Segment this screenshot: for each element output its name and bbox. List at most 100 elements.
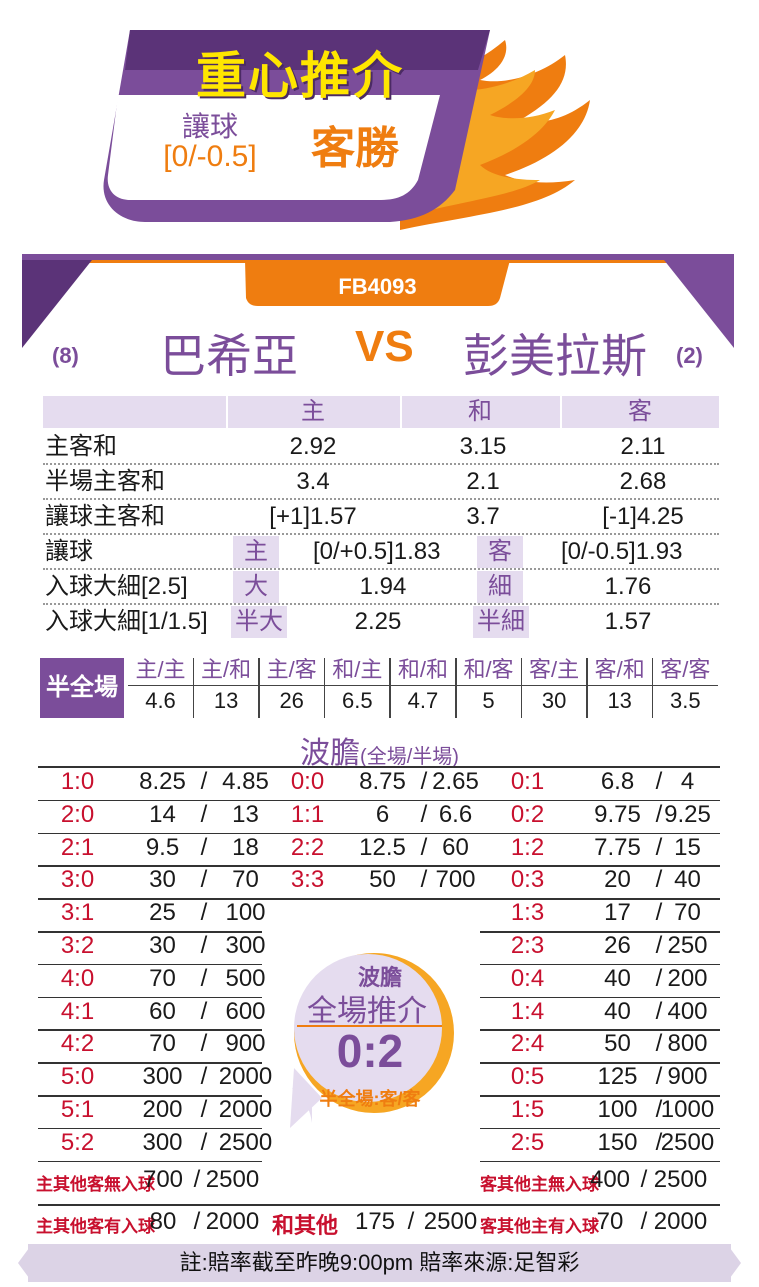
- divider: [389, 658, 391, 718]
- score-full-odds: 60: [149, 997, 176, 1025]
- score-half-odds: 2500: [660, 1128, 715, 1156]
- row-divider: [38, 1095, 262, 1097]
- row-divider: [480, 931, 720, 933]
- score-full-odds: 14: [149, 800, 176, 828]
- score-label: 2:5: [510, 1128, 545, 1156]
- vs-label: VS: [355, 322, 414, 371]
- match-code: FB4093: [338, 274, 417, 299]
- separator: /: [407, 1208, 415, 1235]
- odds-row: 讓球主客和 [+1]1.57 3.7 [-1]4.25: [43, 500, 719, 535]
- divider: [651, 658, 654, 718]
- half-full-outcome: 主/主: [135, 657, 186, 682]
- half-under-odds: 1.57: [604, 608, 652, 635]
- row-divider: [480, 832, 720, 835]
- home-tag: 主: [233, 536, 279, 568]
- row-divider: [480, 1127, 720, 1130]
- separator: /: [655, 1128, 663, 1156]
- away-rank: (2): [676, 343, 703, 368]
- separator: /: [655, 866, 663, 894]
- separator: /: [193, 1166, 201, 1193]
- draw-odds: 3.15: [459, 433, 507, 460]
- half-over-tag: 半大: [231, 606, 287, 638]
- match-header-bg: [22, 254, 734, 348]
- goals-row: 入球大細[2.5] 大 1.94 細 1.76: [43, 570, 719, 605]
- score-full-odds: 40: [604, 964, 631, 992]
- home-odds: 2.92: [289, 433, 337, 460]
- other-full-odds: 400: [589, 1166, 631, 1193]
- half-over-odds: 2.25: [354, 608, 402, 635]
- correct-score-heading: 波膽: [300, 737, 361, 770]
- divider: [455, 658, 457, 718]
- row-divider: [38, 1029, 262, 1031]
- score-label: 1:5: [510, 1096, 545, 1123]
- row-divider: [480, 996, 720, 999]
- score-label: 1:0: [60, 768, 95, 795]
- separator: /: [640, 1208, 648, 1235]
- separator: /: [193, 1208, 201, 1235]
- under-tag: 細: [477, 571, 523, 603]
- row-divider: [38, 832, 262, 835]
- score-full-odds: 300: [142, 1063, 183, 1091]
- recommend-half-full: 半全場:客/客: [319, 1089, 421, 1109]
- score-label: 5:1: [60, 1096, 95, 1123]
- score-full-odds: 70: [149, 964, 176, 992]
- half-full-option: 客/主 30: [521, 655, 587, 719]
- score-label: 3:1: [60, 899, 95, 927]
- half-full-outcome: 和/主: [332, 657, 383, 682]
- score-full-odds: 40: [604, 997, 631, 1025]
- score-full-odds: 20: [604, 866, 631, 894]
- row-divider: [38, 1062, 262, 1064]
- half-full-option: 主/主 4.6: [128, 655, 193, 719]
- recommend-score: 0:2: [336, 1025, 404, 1077]
- score-label: 2:2: [290, 833, 325, 861]
- separator: /: [200, 768, 208, 795]
- score-label: 0:0: [290, 768, 325, 795]
- score-label: 3:3: [290, 866, 325, 894]
- away-odds: [-1]4.25: [602, 503, 684, 530]
- score-half-odds: 400: [667, 997, 708, 1025]
- separator: /: [655, 1096, 663, 1123]
- other-full-odds: 700: [142, 1166, 184, 1193]
- separator: /: [655, 1030, 663, 1058]
- score-full-odds: 150: [597, 1128, 638, 1156]
- odds-row: 半場主客和 3.4 2.1 2.68: [43, 465, 719, 500]
- score-label: 1:4: [510, 997, 545, 1025]
- score-label: 2:1: [60, 833, 95, 861]
- other-full-odds: 80: [149, 1208, 177, 1235]
- half-full-option: 和/客 5: [456, 655, 521, 719]
- divider: [323, 658, 326, 718]
- score-full-odds: 6.8: [600, 768, 635, 795]
- row-divider: [262, 898, 480, 900]
- divider: [520, 658, 523, 718]
- score-label: 4:1: [60, 997, 95, 1025]
- half-full-odds: 4.6: [128, 685, 193, 715]
- score-label: 0:5: [510, 1063, 545, 1091]
- half-full-odds: 13: [587, 685, 653, 715]
- score-half-odds: 9.25: [664, 800, 711, 828]
- half-full-option: 主/和 13: [193, 655, 259, 719]
- row-label: 讓球主客和: [45, 503, 165, 530]
- score-full-odds: 9.75: [594, 800, 641, 828]
- row-divider: [38, 963, 262, 966]
- row-divider: [38, 898, 262, 900]
- half-full-odds: 6.5: [324, 685, 390, 715]
- row-divider: [38, 931, 262, 933]
- score-half-odds: 60: [442, 833, 469, 861]
- over-tag: 大: [233, 571, 279, 603]
- score-label: 0:4: [510, 964, 545, 992]
- draw-odds: 2.1: [466, 468, 500, 495]
- row-divider: [480, 898, 720, 900]
- home-odds: 3.4: [296, 468, 330, 495]
- score-full-odds: 26: [604, 932, 631, 959]
- row-divider: [38, 799, 262, 802]
- separator: /: [655, 800, 663, 828]
- other-half-odds: 2500: [653, 1166, 708, 1193]
- half-full-odds: 5: [456, 685, 521, 715]
- other-label: 主其他客無入球: [36, 1175, 155, 1194]
- separator: /: [420, 866, 428, 894]
- home-team: 巴希亞: [160, 330, 298, 382]
- half-full-outcome: 客/主: [529, 657, 580, 682]
- score-half-odds: 300: [225, 932, 266, 959]
- half-full-odds: 3.5: [652, 685, 718, 715]
- separator: /: [200, 1030, 208, 1058]
